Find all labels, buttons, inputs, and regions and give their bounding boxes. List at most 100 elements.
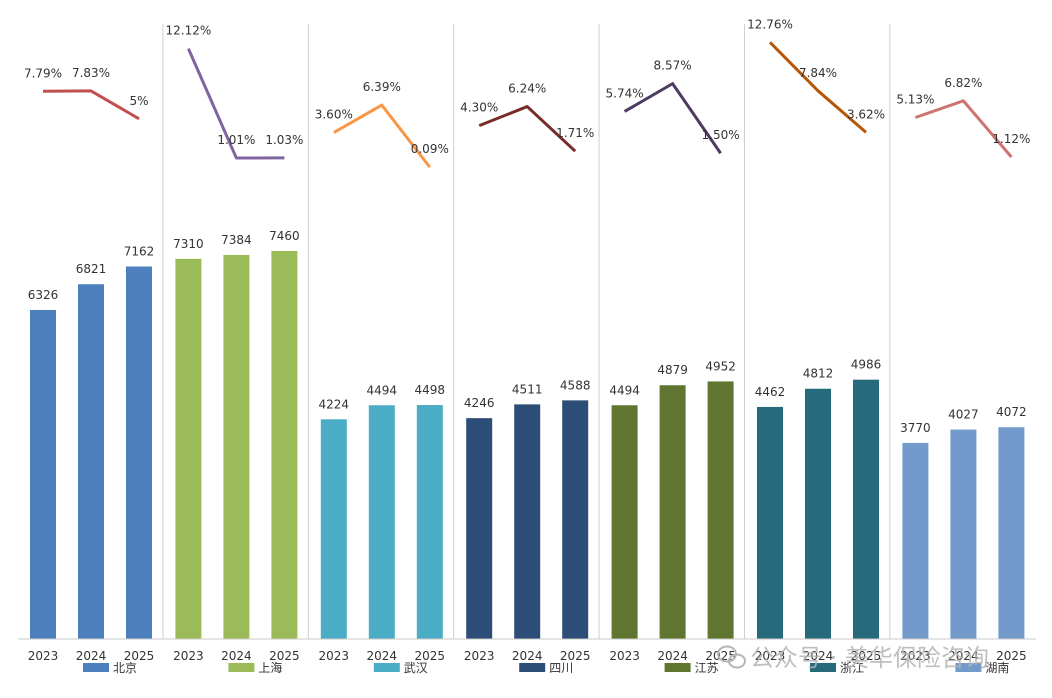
x-tick-label: 2023 [464, 649, 495, 663]
growth-line [914, 99, 1013, 158]
growth-label: 1.71% [556, 126, 594, 140]
bar [805, 388, 831, 639]
x-tick-label: 2024 [221, 649, 252, 663]
legend-swatch [810, 663, 836, 672]
x-tick-label: 2025 [415, 649, 446, 663]
bar [320, 419, 347, 639]
growth-label: 1.03% [265, 133, 303, 147]
x-tick-label: 2023 [900, 649, 931, 663]
legend-swatch [955, 663, 982, 672]
bar-value-label: 4588 [560, 378, 591, 392]
bar-value-label: 4511 [512, 382, 543, 396]
growth-line [623, 82, 722, 155]
growth-line [478, 105, 577, 153]
growth-label: 7.84% [799, 66, 837, 80]
legend-label: 武汉 [404, 661, 428, 675]
growth-label: 12.12% [166, 24, 212, 38]
bar-value-label: 4952 [705, 359, 736, 373]
growth-lines-layer [42, 41, 1013, 169]
x-tick-label: 2025 [560, 649, 591, 663]
legend-swatch [373, 663, 400, 672]
bar [78, 284, 104, 639]
x-tick-label: 2024 [76, 649, 107, 663]
bar [707, 381, 734, 639]
x-tick-label: 2024 [367, 649, 398, 663]
bar-value-label: 7384 [221, 233, 252, 247]
growth-label: 4.30% [460, 101, 498, 115]
x-tick-label: 2025 [996, 649, 1027, 663]
bar [757, 406, 783, 639]
bar-value-label: 6821 [76, 262, 107, 276]
bar-value-label: 4246 [464, 396, 495, 410]
bar-value-label: 4494 [367, 383, 398, 397]
bar [271, 251, 298, 639]
bar-value-label: 4498 [415, 383, 446, 397]
growth-label: 7.83% [72, 66, 110, 80]
growth-line [42, 89, 140, 121]
growth-label: 1.01% [217, 133, 255, 147]
growth-label: 12.76% [747, 17, 793, 31]
bar-value-label: 4072 [996, 405, 1027, 419]
growth-label: 5.13% [896, 92, 934, 106]
bar-value-label: 4986 [851, 358, 882, 372]
bar [950, 429, 977, 639]
x-tick-label: 2024 [657, 649, 688, 663]
growth-line [768, 41, 867, 134]
panel-dividers [162, 24, 891, 639]
x-tick-label: 2023 [755, 649, 786, 663]
bar [368, 405, 395, 639]
x-tick-label: 2025 [124, 649, 155, 663]
growth-label: 3.62% [847, 107, 885, 121]
growth-label: 6.24% [508, 82, 546, 96]
bar-value-label: 4879 [657, 363, 688, 377]
legend-swatch [664, 663, 691, 672]
bar-value-label: 3770 [900, 421, 931, 435]
x-tick-label: 2024 [803, 649, 834, 663]
x-tick-label: 2023 [319, 649, 350, 663]
growth-line [187, 48, 285, 160]
legend-label: 江苏 [695, 661, 719, 675]
bar-value-label: 7460 [269, 229, 300, 243]
bar [416, 405, 443, 639]
growth-label: 6.39% [363, 80, 401, 94]
growth-label: 5.74% [606, 86, 644, 100]
growth-label: 1.50% [702, 128, 740, 142]
x-tick-label: 2025 [851, 649, 882, 663]
bar [175, 258, 202, 639]
bar [126, 266, 152, 639]
legend: 北京 上海 武汉 四川 江苏 浙江 湖南 [83, 660, 1009, 675]
labels-layer: 6326 2023 7.79% 6821 2024 7.83% 7162 2025 5% 7310… [24, 17, 1031, 663]
bar-value-label: 7162 [124, 244, 155, 258]
legend-label: 北京 [113, 661, 137, 675]
watermark: 公众号 · 美华保险咨询 [717, 644, 989, 672]
bar [902, 442, 929, 639]
growth-label: 0.09% [411, 142, 449, 156]
bar [223, 254, 250, 639]
bar-value-label: 4494 [609, 383, 640, 397]
growth-label: 6.82% [944, 76, 982, 90]
x-tick-label: 2023 [609, 649, 640, 663]
bar [514, 404, 541, 639]
x-tick-label: 2024 [512, 649, 543, 663]
legend-swatch [228, 663, 255, 672]
growth-line [333, 103, 431, 169]
bar-value-label: 4027 [948, 408, 979, 422]
legend-label: 四川 [549, 661, 573, 675]
bar-value-label: 4462 [755, 385, 786, 399]
x-tick-label: 2025 [269, 649, 300, 663]
growth-label: 3.60% [315, 108, 353, 122]
bar [30, 309, 56, 639]
legend-label: 上海 [258, 660, 282, 675]
bar [853, 379, 879, 639]
bar [611, 405, 638, 639]
x-tick-label: 2023 [173, 649, 204, 663]
growth-label: 5% [129, 94, 148, 108]
wechat-icon [717, 645, 746, 669]
bar [562, 400, 589, 639]
watermark-text: 公众号 · 美华保险咨询 [750, 644, 989, 672]
bar-value-label: 4224 [319, 397, 350, 411]
x-tick-label: 2023 [28, 649, 59, 663]
legend-swatch [83, 663, 109, 672]
bar-value-label: 6326 [28, 288, 59, 302]
